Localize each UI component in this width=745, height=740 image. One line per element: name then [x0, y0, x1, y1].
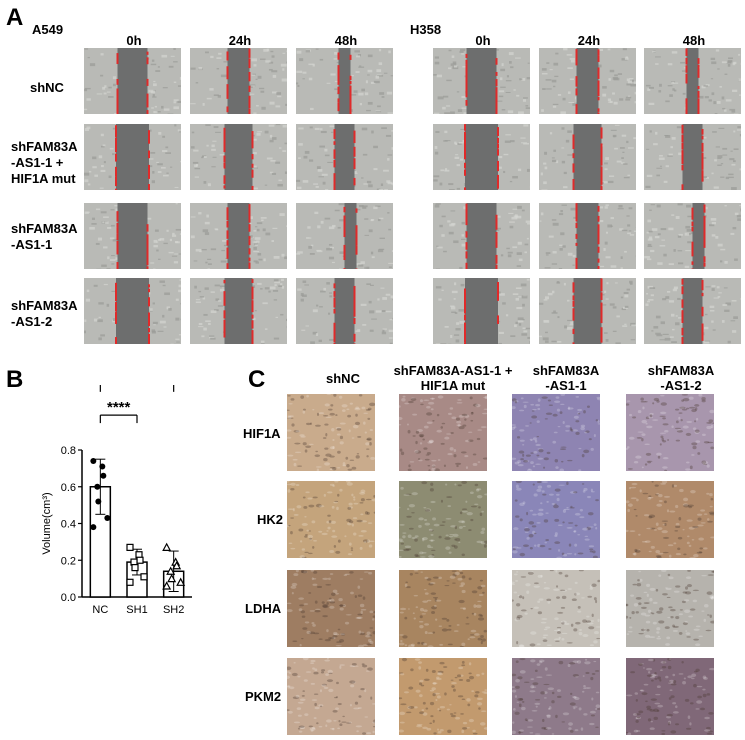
wound-image	[433, 48, 530, 114]
ihc-image	[512, 394, 600, 471]
wound-image	[539, 203, 636, 269]
wound-image	[433, 203, 530, 269]
ihc-image	[399, 481, 487, 558]
data-point	[104, 514, 111, 521]
ihc-image	[287, 394, 375, 471]
data-point	[166, 566, 176, 575]
data-point	[126, 543, 134, 551]
ihc-col-sh1-mut: shFAM83A-AS1-1 + HIF1A mut	[393, 363, 513, 393]
ihc-col-sh2: shFAM83A -AS1-2	[647, 363, 715, 393]
ihc-image	[287, 570, 375, 647]
ihc-row-hif1a: HIF1A	[243, 426, 281, 441]
data-point	[172, 560, 182, 570]
wound-image	[190, 278, 287, 344]
wound-image	[644, 124, 741, 190]
y-tick-label: 0.4	[61, 519, 76, 531]
y-tick-label: 0.0	[61, 592, 76, 604]
ihc-image	[512, 481, 600, 558]
ihc-row-ldha: LDHA	[245, 601, 282, 616]
x-tick-label: SH1	[126, 604, 147, 616]
ihc-image	[512, 658, 600, 735]
significance-bracket	[99, 385, 175, 392]
time-0h-h358: 0h	[475, 33, 491, 48]
row-label-shnc: shNC	[30, 80, 64, 95]
tumor-volume-chart: 0.00.20.40.60.8Volume(cm³)NCSH1SH2******…	[41, 385, 192, 616]
panel-label-a: A	[6, 4, 24, 31]
y-tick-label: 0.8	[61, 445, 76, 457]
data-point	[95, 498, 102, 505]
x-tick-label: SH2	[163, 604, 184, 616]
data-point	[90, 458, 97, 465]
data-point	[126, 578, 134, 586]
wound-image	[433, 124, 530, 190]
significance-label: ****	[107, 399, 131, 416]
wound-image	[296, 203, 393, 269]
row-label-sh2: shFAM83A -AS1-2	[11, 298, 78, 329]
time-48h-a549: 48h	[334, 33, 358, 48]
data-point	[99, 463, 106, 470]
ihc-col-shnc: shNC	[326, 371, 360, 386]
wound-image	[296, 124, 393, 190]
wound-image	[84, 278, 181, 344]
wound-image	[296, 48, 393, 114]
ihc-image	[626, 658, 714, 735]
wound-image	[84, 203, 181, 269]
wound-image	[539, 278, 636, 344]
ihc-col-sh1: shFAM83A -AS1-1	[532, 363, 600, 393]
ihc-image	[626, 394, 714, 471]
wound-image	[190, 203, 287, 269]
data-point	[176, 577, 186, 586]
time-24h-h358: 24h	[577, 33, 601, 48]
time-48h-h358: 48h	[682, 33, 706, 48]
ihc-image	[399, 570, 487, 647]
cell-line-h358: H358	[410, 22, 442, 37]
data-point	[94, 483, 101, 490]
data-point	[140, 573, 148, 581]
ihc-image	[399, 658, 487, 735]
data-point	[131, 564, 139, 572]
ihc-image	[512, 570, 600, 647]
ihc-image	[287, 658, 375, 735]
x-tick-label: NC	[92, 604, 108, 616]
wound-image	[539, 48, 636, 114]
ihc-image	[287, 481, 375, 558]
cell-line-a549: A549	[32, 22, 64, 37]
time-24h-a549: 24h	[228, 33, 252, 48]
panel-label-b: B	[6, 366, 24, 393]
data-point	[136, 556, 144, 564]
data-point	[162, 581, 172, 590]
wound-image	[644, 203, 741, 269]
y-tick-label: 0.2	[61, 555, 76, 567]
wound-image	[296, 278, 393, 344]
panel-label-c: C	[248, 366, 266, 393]
wound-image	[644, 48, 741, 114]
data-point	[167, 573, 177, 583]
y-axis-label: Volume(cm³)	[41, 492, 53, 554]
ihc-image	[399, 394, 487, 471]
wound-image	[84, 124, 181, 190]
ihc-row-pkm2: PKM2	[245, 689, 282, 704]
data-point	[162, 542, 172, 551]
wound-image	[644, 278, 741, 344]
data-point	[90, 524, 97, 531]
wound-image	[190, 48, 287, 114]
row-label-sh1-mut: shFAM83A -AS1-1 + HIF1A mut	[11, 139, 78, 186]
time-0h-a549: 0h	[126, 33, 142, 48]
row-label-sh1: shFAM83A -AS1-1	[11, 221, 78, 252]
data-point	[100, 472, 107, 479]
wound-image	[190, 124, 287, 190]
significance-bracket	[99, 414, 138, 424]
wound-image	[84, 48, 181, 114]
ihc-row-hk2: HK2	[257, 512, 284, 527]
wound-image	[539, 124, 636, 190]
y-tick-label: 0.6	[61, 482, 76, 494]
ihc-image	[626, 570, 714, 647]
wound-image	[433, 278, 530, 344]
ihc-image	[626, 481, 714, 558]
